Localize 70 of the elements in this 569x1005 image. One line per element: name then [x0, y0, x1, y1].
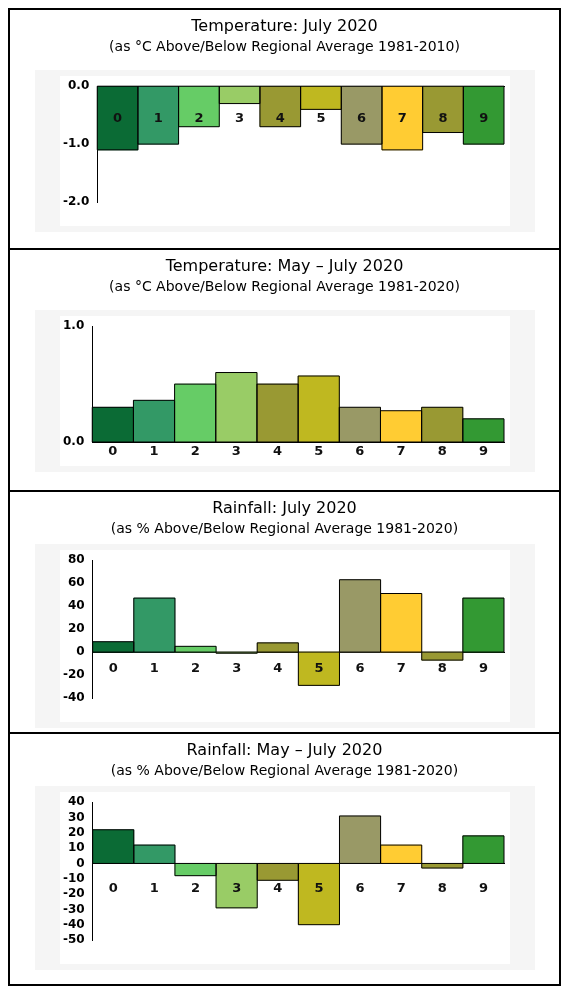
- y-tick-label: -2.0: [62, 194, 89, 209]
- y-tick-label: -1.0: [62, 136, 89, 151]
- x-tick-label: 2: [190, 660, 200, 676]
- x-tick-label: 8: [437, 443, 447, 459]
- x-tick-label: 1: [153, 109, 163, 125]
- y-tick-label: -50: [62, 932, 85, 947]
- x-tick-label: 6: [355, 879, 365, 895]
- y-tick-label: -40: [62, 916, 85, 931]
- x-tick-label: 1: [149, 443, 159, 459]
- y-tick-label: 60: [67, 575, 85, 590]
- y-tick-label: 80: [67, 552, 85, 567]
- x-tick-label: 0: [112, 109, 122, 125]
- y-tick-label: -30: [62, 901, 85, 916]
- chart-title: Temperature: May – July 2020: [164, 256, 405, 276]
- y-tick-label: 1.0: [62, 318, 84, 333]
- chart-subtitle: (as °C Above/Below Regional Average 1981-2020): [108, 277, 461, 296]
- x-tick-label: 2: [190, 879, 200, 895]
- x-tick-label: 5: [313, 660, 323, 676]
- x-tick-label: 7: [396, 879, 406, 895]
- x-tick-label: 4: [272, 879, 282, 895]
- x-tick-label: 3: [231, 443, 241, 459]
- chart-title: Rainfall: May – July 2020: [185, 740, 384, 760]
- x-tick-label: 7: [396, 660, 406, 676]
- x-tick-label: 3: [231, 879, 241, 895]
- x-tick-label: 9: [478, 879, 488, 895]
- x-tick-label: 0: [107, 443, 117, 459]
- x-tick-label: 1: [149, 660, 159, 676]
- x-tick-label: 7: [397, 109, 407, 125]
- x-tick-label: 6: [355, 660, 365, 676]
- chart-subtitle: (as °C Above/Below Regional Average 1981-2010): [108, 37, 461, 56]
- y-tick-label: 0: [75, 644, 85, 659]
- x-tick-label: 0: [108, 879, 118, 895]
- y-tick-label: 0.0: [62, 434, 84, 449]
- x-tick-label: 6: [356, 109, 366, 125]
- x-tick-label: 6: [354, 443, 364, 459]
- y-tick-label: 20: [67, 621, 85, 636]
- chart-title: Rainfall: July 2020: [211, 498, 358, 518]
- y-tick-label: 0.0: [67, 78, 89, 93]
- x-tick-label: 5: [313, 879, 323, 895]
- y-tick-label: 0: [75, 855, 85, 870]
- x-tick-label: 9: [478, 109, 488, 125]
- x-tick-label: 4: [272, 443, 282, 459]
- x-tick-label: 3: [234, 109, 244, 125]
- y-tick-label: 40: [67, 598, 85, 613]
- x-tick-label: 9: [478, 660, 488, 676]
- x-tick-label: 5: [313, 443, 323, 459]
- chart-subtitle: (as % Above/Below Regional Average 1981-2020): [109, 761, 460, 780]
- x-tick-label: 9: [478, 443, 488, 459]
- chart-title: Temperature: July 2020: [190, 16, 379, 36]
- chart-subtitle: (as % Above/Below Regional Average 1981-2020): [109, 519, 460, 538]
- x-tick-label: 4: [275, 109, 285, 125]
- y-tick-label: 10: [67, 840, 85, 855]
- y-tick-label: 30: [67, 809, 85, 824]
- x-tick-label: 8: [437, 879, 447, 895]
- x-tick-label: 8: [437, 660, 447, 676]
- y-tick-label: 40: [67, 794, 85, 809]
- y-tick-label: -20: [62, 667, 85, 682]
- x-tick-label: 5: [315, 109, 325, 125]
- x-tick-label: 8: [437, 109, 448, 125]
- x-tick-label: 1: [149, 879, 159, 895]
- x-tick-label: 3: [231, 660, 241, 676]
- x-tick-label: 0: [108, 660, 118, 676]
- x-tick-label: 4: [272, 660, 282, 676]
- y-tick-label: 20: [67, 824, 85, 839]
- y-tick-label: -10: [62, 870, 85, 885]
- x-tick-label: 2: [190, 443, 200, 459]
- x-tick-label: 2: [193, 109, 203, 125]
- x-tick-label: 7: [396, 443, 406, 459]
- y-tick-label: -40: [62, 690, 85, 705]
- y-tick-label: -20: [62, 886, 85, 901]
